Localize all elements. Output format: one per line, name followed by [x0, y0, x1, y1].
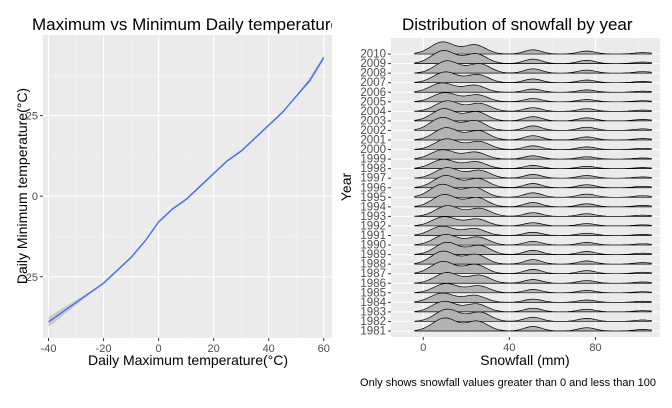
year-label: 1984 — [360, 297, 386, 309]
x-tick-label: 80 — [589, 342, 601, 354]
year-label: 1997 — [360, 173, 386, 185]
ridge-2005 — [414, 92, 652, 103]
year-label: 1993 — [360, 211, 386, 223]
ridge-2001 — [414, 127, 652, 141]
x-tick-label: -20 — [96, 343, 112, 355]
ridge-1989 — [414, 241, 652, 255]
ridge-1981 — [414, 317, 652, 332]
year-label: 1987 — [360, 268, 386, 280]
year-label: 2000 — [360, 144, 386, 156]
x-tick-label: 0 — [420, 342, 426, 354]
ridge-2009 — [414, 50, 652, 64]
temperature-chart: Maximum vs Minimum Daily temperature -40… — [14, 15, 340, 368]
x-tick-label: 0 — [156, 343, 162, 355]
ridge-1987 — [414, 260, 652, 275]
ridge-1993 — [414, 205, 652, 217]
x-tick-label: 40 — [263, 343, 275, 355]
year-label: 2006 — [360, 87, 386, 99]
year-label: 1998 — [360, 163, 386, 175]
year-label: 1990 — [360, 240, 386, 252]
year-label: 1999 — [360, 154, 386, 166]
gridlines — [43, 35, 332, 338]
year-label: 1988 — [360, 259, 386, 271]
caption: Only shows snowfall values greater than … — [360, 377, 656, 389]
year-label: 1991 — [360, 230, 386, 242]
year-label: 2002 — [360, 125, 386, 137]
ridge-1982 — [414, 308, 652, 322]
year-label: 2010 — [360, 49, 386, 61]
ridge-2004 — [414, 100, 652, 112]
year-label: 2005 — [360, 96, 386, 108]
x-axis-title: Snowfall (mm) — [480, 352, 569, 368]
y-axis-title: Year — [338, 173, 354, 202]
ridge-2006 — [414, 82, 652, 93]
ridge-1994 — [414, 194, 652, 208]
ridge-2010 — [414, 41, 652, 55]
year-label: 1989 — [360, 249, 386, 261]
x-axis-title: Daily Maximum temperature(°C) — [88, 352, 288, 368]
ridge-1990 — [414, 234, 652, 246]
snowfall-ridgeline-chart: Distribution of snowfall by year 0 40 80 1… — [332, 0, 672, 403]
y-axis-year-labels: 1981198219831984198519861987198819891990… — [360, 49, 391, 338]
y-tick-label: 0 — [32, 191, 38, 203]
year-label: 2003 — [360, 115, 386, 127]
x-tick-label: 20 — [208, 343, 220, 355]
year-label: 1996 — [360, 182, 386, 194]
year-label: 1981 — [360, 326, 386, 338]
ridge-1998 — [414, 158, 652, 169]
x-tick-label: -40 — [41, 343, 57, 355]
y-tick-label: -25 — [22, 272, 38, 284]
plot-panel — [43, 35, 332, 338]
year-label: 1982 — [360, 316, 386, 328]
ridge-1986 — [414, 272, 652, 284]
ridge-1992 — [414, 216, 652, 227]
x-axis-ticks: 0 40 80 — [420, 337, 602, 354]
year-label: 1986 — [360, 278, 386, 290]
x-tick-label: 60 — [318, 343, 330, 355]
year-label: 1992 — [360, 220, 386, 232]
chart-title: Distribution of snowfall by year — [402, 15, 633, 34]
y-tick-label: 25 — [26, 111, 38, 123]
ridge-1997 — [414, 167, 652, 179]
year-label: 1994 — [360, 201, 386, 213]
smooth-line — [48, 57, 325, 323]
ridgeline-series — [414, 41, 652, 332]
ridge-1991 — [414, 225, 652, 236]
year-label: 2004 — [360, 106, 386, 118]
y-axis-ticks: -25 0 25 — [22, 111, 43, 284]
ridge-1983 — [414, 300, 652, 313]
year-label: 1983 — [360, 306, 386, 318]
ridge-1988 — [414, 250, 652, 265]
year-label: 2008 — [360, 68, 386, 80]
ridge-2008 — [414, 60, 652, 74]
ridge-1999 — [414, 149, 652, 160]
chart-title: Maximum vs Minimum Daily temperature — [32, 15, 340, 34]
ridge-2003 — [414, 108, 652, 122]
ridge-2002 — [414, 116, 652, 131]
ridge-1984 — [414, 292, 652, 303]
year-label: 2009 — [360, 58, 386, 70]
year-label: 2001 — [360, 135, 386, 147]
ridge-2007 — [414, 71, 652, 84]
line-series — [48, 54, 325, 328]
ridge-1985 — [414, 283, 652, 294]
x-tick-label: 40 — [503, 342, 515, 354]
x-axis-ticks: -40 -20 0 20 40 60 — [41, 338, 330, 355]
y-axis-title: Daily Minimum temperature(°C) — [14, 88, 30, 284]
ridge-1996 — [414, 175, 652, 189]
year-label: 2007 — [360, 77, 386, 89]
year-label: 1995 — [360, 192, 386, 204]
year-label: 1985 — [360, 287, 386, 299]
ridge-1995 — [414, 183, 652, 198]
ridge-2000 — [414, 138, 652, 150]
